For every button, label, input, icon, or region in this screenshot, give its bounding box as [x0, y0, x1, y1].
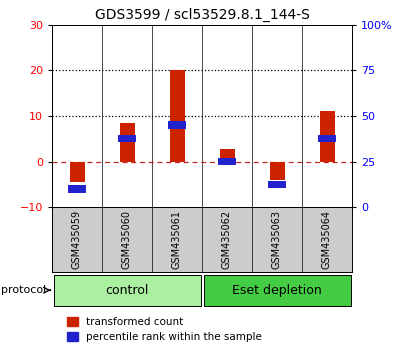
Bar [68, 185, 86, 193]
Text: GSM435064: GSM435064 [322, 210, 332, 269]
Title: GDS3599 / scl53529.8.1_144-S: GDS3599 / scl53529.8.1_144-S [94, 8, 310, 22]
Text: GSM435063: GSM435063 [272, 210, 282, 269]
FancyBboxPatch shape [204, 275, 350, 306]
Bar [168, 121, 186, 129]
Text: GSM435062: GSM435062 [222, 210, 232, 269]
Text: GSM435061: GSM435061 [172, 210, 182, 269]
Text: GSM435059: GSM435059 [72, 210, 82, 269]
Bar [220, 149, 234, 161]
Bar [70, 161, 84, 182]
FancyBboxPatch shape [54, 275, 200, 306]
Bar [118, 135, 136, 142]
Bar [170, 70, 184, 161]
Bar [320, 112, 334, 161]
Legend: transformed count, percentile rank within the sample: transformed count, percentile rank withi… [63, 313, 266, 347]
Bar [318, 135, 336, 142]
Text: GSM435060: GSM435060 [122, 210, 132, 269]
Text: Eset depletion: Eset depletion [232, 284, 322, 297]
Bar [270, 161, 284, 180]
Bar [268, 181, 286, 188]
Text: control: control [105, 284, 149, 297]
Bar [218, 158, 236, 165]
Text: protocol: protocol [1, 285, 46, 295]
Bar [120, 123, 134, 161]
